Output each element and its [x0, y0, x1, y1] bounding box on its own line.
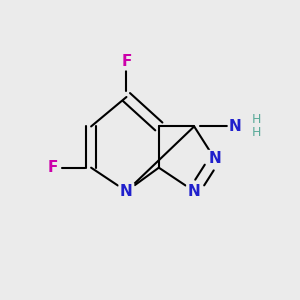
Text: H: H: [251, 113, 261, 127]
Text: N: N: [208, 151, 221, 166]
Text: N: N: [120, 184, 133, 199]
Text: F: F: [121, 54, 132, 69]
Text: N: N: [188, 184, 200, 199]
Text: H: H: [251, 126, 261, 140]
Text: N: N: [229, 119, 242, 134]
Text: F: F: [48, 160, 58, 175]
